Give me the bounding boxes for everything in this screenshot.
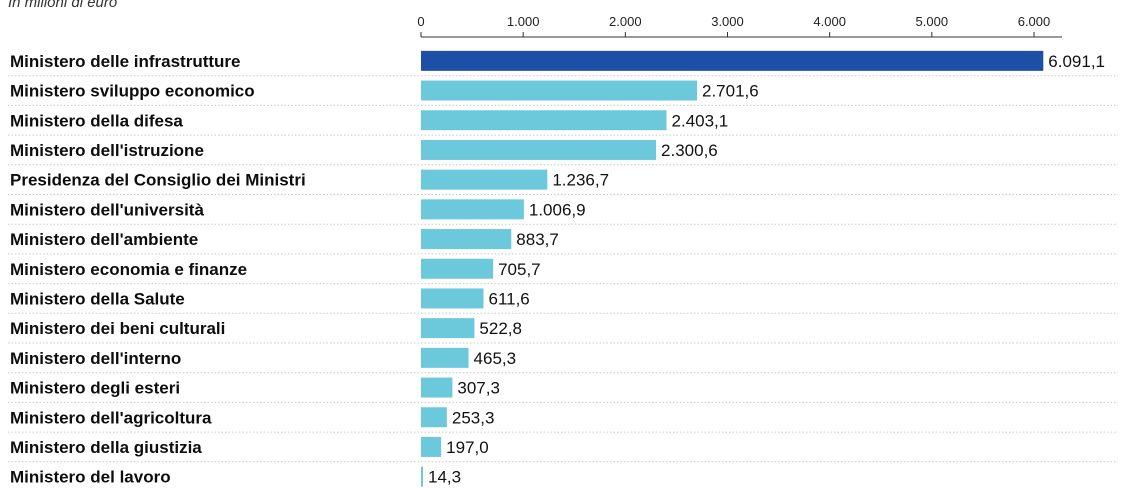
category-label: Ministero dell'ambiente xyxy=(10,230,198,249)
bar xyxy=(421,258,494,279)
bar xyxy=(421,139,657,160)
bar xyxy=(421,466,423,487)
x-tick-label: 3.000 xyxy=(711,14,744,29)
bar xyxy=(421,436,442,457)
bar xyxy=(421,347,469,368)
bar xyxy=(421,377,453,398)
value-label: 14,3 xyxy=(428,468,461,487)
bar xyxy=(421,110,667,131)
category-label: Ministero della giustizia xyxy=(10,438,202,457)
x-tick-label: 6.000 xyxy=(1018,14,1051,29)
bar xyxy=(421,229,512,250)
value-label: 6.091,1 xyxy=(1048,52,1105,71)
category-label: Ministero dell'agricoltura xyxy=(10,408,212,427)
bar xyxy=(421,407,447,428)
x-tick-label: 2.000 xyxy=(609,14,642,29)
category-label: Ministero dell'interno xyxy=(10,349,181,368)
category-label: Ministero dei beni culturali xyxy=(10,319,225,338)
value-label: 197,0 xyxy=(446,438,489,457)
value-label: 1.006,9 xyxy=(529,200,586,219)
x-tick-label: 5.000 xyxy=(916,14,949,29)
bar xyxy=(421,199,524,220)
value-label: 253,3 xyxy=(452,408,495,427)
bar xyxy=(421,288,484,309)
value-label: 2.403,1 xyxy=(672,111,729,130)
category-label: Ministero del lavoro xyxy=(10,468,171,487)
value-label: 307,3 xyxy=(457,379,500,398)
category-label: Ministero delle infrastrutture xyxy=(10,52,240,71)
category-label: Presidenza del Consiglio dei Ministri xyxy=(10,171,306,190)
x-tick-label: 4.000 xyxy=(813,14,846,29)
category-label: Ministero dell'università xyxy=(10,200,204,219)
bar xyxy=(421,50,1044,71)
x-tick-label: 0 xyxy=(417,14,424,29)
value-label: 522,8 xyxy=(479,319,522,338)
value-label: 1.236,7 xyxy=(552,171,609,190)
value-label: 883,7 xyxy=(516,230,559,249)
bar xyxy=(421,169,548,190)
value-label: 705,7 xyxy=(498,260,541,279)
bar xyxy=(421,318,475,339)
x-tick-label: 1.000 xyxy=(507,14,540,29)
value-label: 611,6 xyxy=(488,289,529,308)
value-label: 2.701,6 xyxy=(702,82,759,101)
value-label: 465,3 xyxy=(474,349,517,368)
category-label: Ministero della difesa xyxy=(10,111,183,130)
category-label: Ministero dell'istruzione xyxy=(10,141,204,160)
category-label: Ministero degli esteri xyxy=(10,379,180,398)
chart-subtitle: In milioni di euro xyxy=(8,0,118,11)
category-label: Ministero della Salute xyxy=(10,289,185,308)
category-label: Ministero sviluppo economico xyxy=(10,82,255,101)
value-label: 2.300,6 xyxy=(661,141,718,160)
category-label: Ministero economia e finanze xyxy=(10,260,247,279)
bar xyxy=(421,80,698,101)
